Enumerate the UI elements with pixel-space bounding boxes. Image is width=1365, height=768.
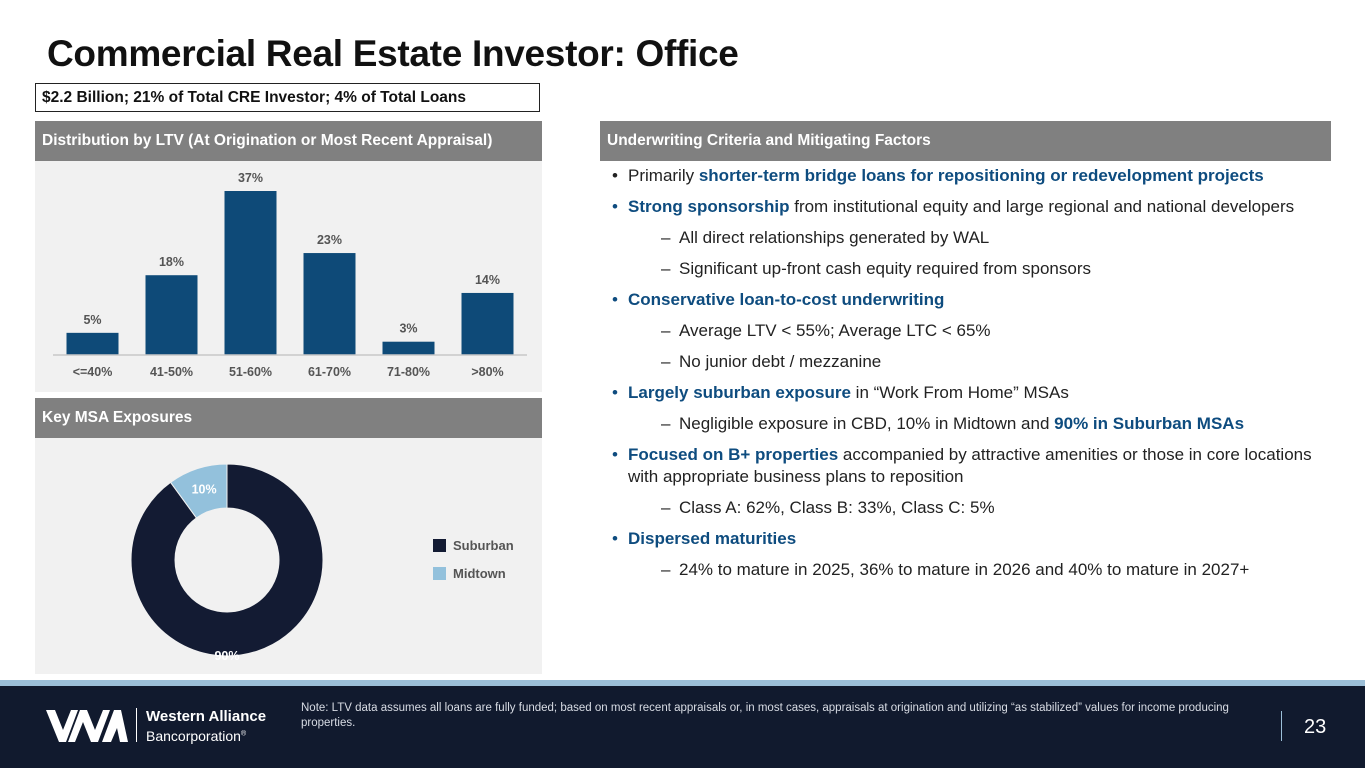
criteria-sub-bullet: – Significant up-front cash equity requir… (612, 258, 1312, 280)
criteria-bullet: • Conservative loan-to-cost underwriting (612, 289, 1312, 311)
logo-subtitle: Bancorporation® (146, 728, 247, 744)
page-number-divider (1281, 711, 1282, 741)
legend-swatch-midtown (433, 567, 446, 580)
ltv-category-label: 41-50% (150, 365, 193, 379)
criteria-bullet: • Dispersed maturities (612, 528, 1312, 550)
criteria-sub-bullet: – Class A: 62%, Class B: 33%, Class C: 5% (612, 497, 1312, 519)
criteria-text: accompanied by attractive amenities or t… (628, 445, 1312, 486)
ltv-category-label: <=40% (73, 365, 113, 379)
dash-marker: – (661, 228, 671, 247)
ltv-bar (461, 292, 514, 355)
dash-marker: – (661, 560, 671, 579)
criteria-highlight-text: shorter-term bridge loans for reposition… (698, 166, 1264, 185)
criteria-highlight-text: Conservative loan-to-cost underwriting (628, 290, 945, 309)
criteria-panel-header: Underwriting Criteria and Mitigating Fac… (600, 121, 1331, 161)
msa-chart-panel: 90% 10% Suburban Midtown (35, 438, 542, 674)
logo-name: Western Alliance (146, 708, 267, 725)
donut-data-label: 10% (192, 483, 217, 497)
criteria-sub-bullet: – No junior debt / mezzanine (612, 351, 1312, 373)
legend-label: Suburban (453, 538, 514, 553)
msa-donut-chart: 90% 10% Suburban Midtown (130, 463, 514, 663)
criteria-sub-bullet: –24% to mature in 2025, 36% to mature in… (612, 559, 1312, 581)
donut-slice-midtown (169, 463, 228, 519)
ltv-data-label: 23% (317, 233, 342, 247)
ltv-data-label: 5% (83, 313, 101, 327)
footer: Western Alliance Bancorporation® Note: L… (0, 680, 1365, 768)
ltv-data-label: 37% (238, 171, 263, 185)
bullet-marker: • (612, 290, 618, 309)
criteria-bullet: • Largely suburban exposure in “Work From… (612, 382, 1312, 404)
legend-swatch-suburban (433, 539, 446, 552)
criteria-text: Primarily (628, 166, 699, 185)
dash-marker: – (661, 259, 671, 278)
bullet-marker: • (612, 445, 618, 464)
criteria-text: Class A: 62%, Class B: 33%, Class C: 5% (679, 498, 995, 517)
page-number: 23 (1304, 716, 1327, 738)
donut-data-label: 90% (214, 649, 239, 663)
criteria-sub-bullet: – All direct relationships generated by W… (612, 227, 1312, 249)
footer-note: Note: LTV data assumes all loans are ful… (301, 702, 1229, 729)
criteria-text: No junior debt / mezzanine (679, 352, 882, 371)
criteria-sub-bullet: – Negligible exposure in CBD, 10% in Midt… (612, 413, 1312, 435)
criteria-sub-bullet: – Average LTV < 55%; Average LTC < 65% (612, 320, 1312, 342)
footer-accent-strip (0, 680, 1365, 686)
wa-logo-icon (46, 710, 128, 742)
ltv-bar (382, 341, 435, 355)
dash-marker: – (661, 498, 671, 517)
bullet-marker: • (612, 197, 618, 216)
ltv-panel-header: Distribution by LTV (At Origination or M… (35, 121, 542, 161)
ltv-data-label: 14% (475, 273, 500, 287)
bullet-marker: • (612, 529, 618, 548)
ltv-bar (303, 253, 356, 355)
criteria-highlight-text: 90% in Suburban MSAs (1054, 414, 1245, 433)
bullet-marker: • (612, 166, 618, 185)
criteria-bullet: • Focused on B+ properties accompanied by… (612, 444, 1312, 488)
bullet-marker: • (612, 383, 618, 402)
criteria-highlight-text: Dispersed maturities (628, 529, 797, 548)
ltv-category-label: 51-60% (229, 365, 272, 379)
ltv-bar (224, 191, 277, 355)
ltv-category-label: 61-70% (308, 365, 351, 379)
criteria-highlight-text: Focused on B+ properties (628, 445, 839, 464)
criteria-list: • Primarily shorter-term bridge loans for… (612, 165, 1312, 590)
ltv-bar (145, 275, 198, 355)
criteria-text: from institutional equity and large regi… (789, 197, 1295, 216)
dash-marker: – (661, 352, 671, 371)
dash-marker: – (661, 321, 671, 340)
criteria-text: All direct relationships generated by WA… (679, 228, 990, 247)
msa-panel-header: Key MSA Exposures (35, 398, 542, 438)
ltv-bar-chart: 5% <=40% 18% 41-50% 37% 51-60% 23% 61-70% 3% 71-8… (53, 171, 527, 379)
donut-slice-suburban (130, 463, 324, 657)
legend-label: Midtown (453, 566, 506, 581)
ltv-category-label: >80% (471, 365, 503, 379)
ltv-bar (66, 332, 119, 355)
page-title: Commercial Real Estate Investor: Office (47, 33, 739, 74)
criteria-bullet: • Strong sponsorship from institutional e… (612, 196, 1312, 218)
ltv-chart-panel: 5% <=40% 18% 41-50% 37% 51-60% 23% 61-70% 3% 71-8… (35, 161, 542, 392)
dash-marker: – (661, 414, 671, 433)
criteria-text: Average LTV < 55%; Average LTC < 65% (679, 321, 991, 340)
ltv-category-label: 71-80% (387, 365, 430, 379)
summary-box: $2.2 Billion; 21% of Total CRE Investor;… (35, 83, 540, 112)
criteria-highlight-text: Strong sponsorship (628, 197, 790, 216)
criteria-highlight-text: Largely suburban exposure (628, 383, 851, 402)
ltv-data-label: 3% (399, 322, 417, 336)
criteria-text: Significant up-front cash equity require… (679, 259, 1091, 278)
ltv-data-label: 18% (159, 255, 184, 269)
criteria-text: 24% to mature in 2025, 36% to mature in … (679, 560, 1250, 579)
criteria-text: in “Work From Home” MSAs (850, 383, 1069, 402)
logo-divider (136, 708, 137, 742)
criteria-text: Negligible exposure in CBD, 10% in Midto… (679, 414, 1055, 433)
criteria-bullet: • Primarily shorter-term bridge loans for… (612, 165, 1312, 187)
